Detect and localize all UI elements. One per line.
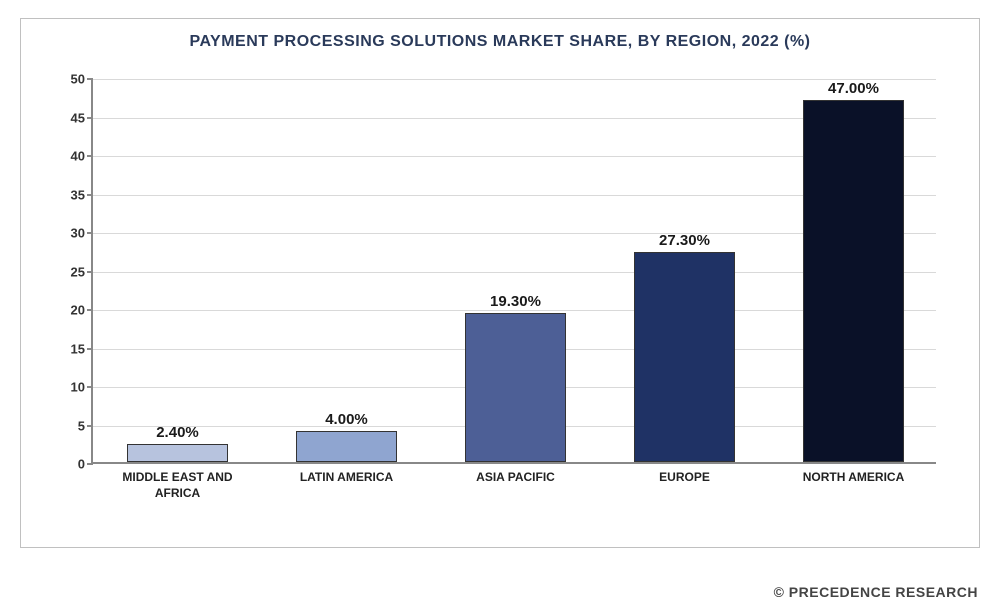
- chart-title: PAYMENT PROCESSING SOLUTIONS MARKET SHAR…: [21, 19, 979, 61]
- y-tick-label: 10: [71, 380, 85, 395]
- bar-value-label: 19.30%: [490, 293, 541, 310]
- bar: 2.40%: [127, 444, 228, 462]
- bar-value-label: 2.40%: [156, 424, 199, 441]
- y-tick-label: 50: [71, 72, 85, 87]
- y-tick-mark: [87, 463, 93, 465]
- y-tick-label: 40: [71, 149, 85, 164]
- y-tick-label: 15: [71, 341, 85, 356]
- y-tick-mark: [87, 386, 93, 388]
- x-tick-label: NORTH AMERICA: [779, 470, 929, 486]
- y-tick-mark: [87, 78, 93, 80]
- y-tick-mark: [87, 232, 93, 234]
- x-tick-label: MIDDLE EAST AND AFRICA: [103, 470, 253, 501]
- chart-plot-area: 051015202530354045502.40%MIDDLE EAST AND…: [91, 79, 936, 464]
- x-tick-label: EUROPE: [610, 470, 760, 486]
- x-tick-label: ASIA PACIFIC: [441, 470, 591, 486]
- bar: 27.30%: [634, 252, 735, 462]
- y-tick-label: 0: [78, 457, 85, 472]
- bar-value-label: 47.00%: [828, 80, 879, 97]
- y-tick-label: 35: [71, 187, 85, 202]
- y-tick-mark: [87, 425, 93, 427]
- y-tick-label: 25: [71, 264, 85, 279]
- bar-value-label: 4.00%: [325, 411, 368, 428]
- bar: 4.00%: [296, 431, 397, 462]
- bar: 47.00%: [803, 100, 904, 462]
- y-tick-mark: [87, 117, 93, 119]
- bar: 19.30%: [465, 313, 566, 462]
- y-tick-label: 45: [71, 110, 85, 125]
- y-tick-mark: [87, 348, 93, 350]
- y-tick-label: 30: [71, 226, 85, 241]
- chart-container: PAYMENT PROCESSING SOLUTIONS MARKET SHAR…: [20, 18, 980, 548]
- y-tick-mark: [87, 194, 93, 196]
- y-tick-label: 5: [78, 418, 85, 433]
- y-tick-label: 20: [71, 303, 85, 318]
- bar-value-label: 27.30%: [659, 232, 710, 249]
- y-tick-mark: [87, 271, 93, 273]
- grid-line: [93, 79, 936, 80]
- y-tick-mark: [87, 155, 93, 157]
- attribution-text: © PRECEDENCE RESEARCH: [774, 584, 978, 600]
- y-tick-mark: [87, 309, 93, 311]
- x-tick-label: LATIN AMERICA: [272, 470, 422, 486]
